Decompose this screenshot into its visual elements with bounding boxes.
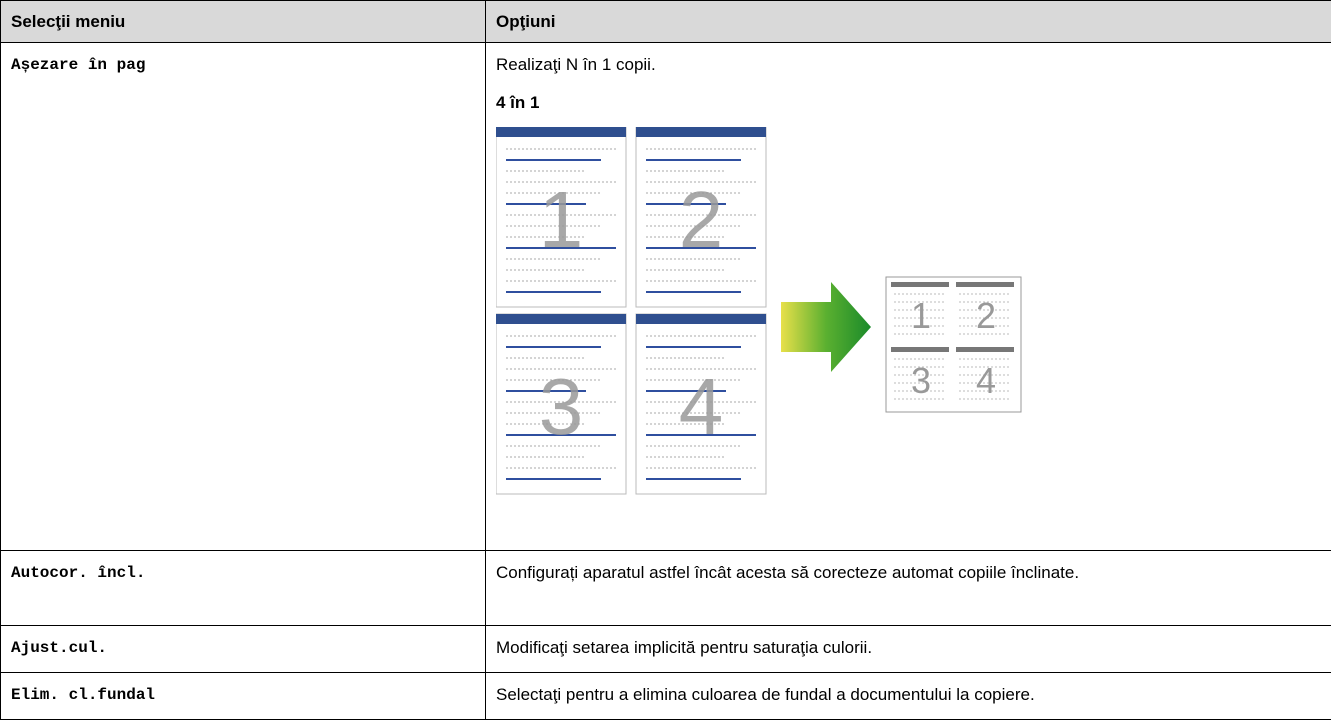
page-number: 1 <box>539 175 584 264</box>
row: Așezare în pag Realizaţi N în 1 copii. 4… <box>0 42 1331 551</box>
source-page <box>496 313 627 495</box>
menu-cell: Elim. cl.fundal <box>0 672 486 720</box>
mini-header <box>956 347 1014 352</box>
source-page <box>635 127 767 308</box>
description: Realizaţi N în 1 copii. <box>496 55 656 74</box>
menu-cell: Așezare în pag <box>0 42 486 551</box>
page-number: 3 <box>539 362 584 451</box>
n-in-1-illustration: 1 2 3 4 1 2 3 4 <box>496 127 1022 495</box>
option-cell: Realizaţi N în 1 copii. 4 în 1 1 2 3 4 1 2 3 4 <box>485 42 1331 551</box>
option-cell: Selectaţi pentru a elimina culoarea de f… <box>485 672 1331 720</box>
page-header <box>636 314 766 324</box>
source-page <box>635 313 767 495</box>
mini-header <box>891 282 949 287</box>
result-page-number: 4 <box>976 360 996 401</box>
page-header <box>496 127 626 137</box>
row: Ajust.cul. Modificaţi setarea implicită … <box>0 625 1331 673</box>
row: Autocor. încl. Configurați aparatul astf… <box>0 550 1331 626</box>
option-title: 4 în 1 <box>496 93 540 112</box>
menu-cell: Autocor. încl. <box>0 550 486 626</box>
arrow <box>781 282 871 372</box>
header-cell: Selecţii meniu <box>0 0 486 43</box>
row: Elim. cl.fundal Selectaţi pentru a elimi… <box>0 672 1331 720</box>
page-number: 2 <box>679 175 724 264</box>
page-number: 4 <box>679 362 724 451</box>
result-page <box>885 276 1022 413</box>
result-page-number: 3 <box>911 360 931 401</box>
mini-header <box>891 347 949 352</box>
page-header <box>636 127 766 137</box>
result-page-number: 1 <box>911 295 931 336</box>
result-page-number: 2 <box>976 295 996 336</box>
header-cell: Opţiuni <box>485 0 1331 43</box>
mini-header <box>956 282 1014 287</box>
page-header <box>496 314 626 324</box>
header-row: Selecţii meniu Opţiuni <box>0 0 1331 43</box>
source-page <box>496 127 627 308</box>
option-cell: Configurați aparatul astfel încât acesta… <box>485 550 1331 626</box>
option-cell: Modificaţi setarea implicită pentru satu… <box>485 625 1331 673</box>
menu-cell: Ajust.cul. <box>0 625 486 673</box>
